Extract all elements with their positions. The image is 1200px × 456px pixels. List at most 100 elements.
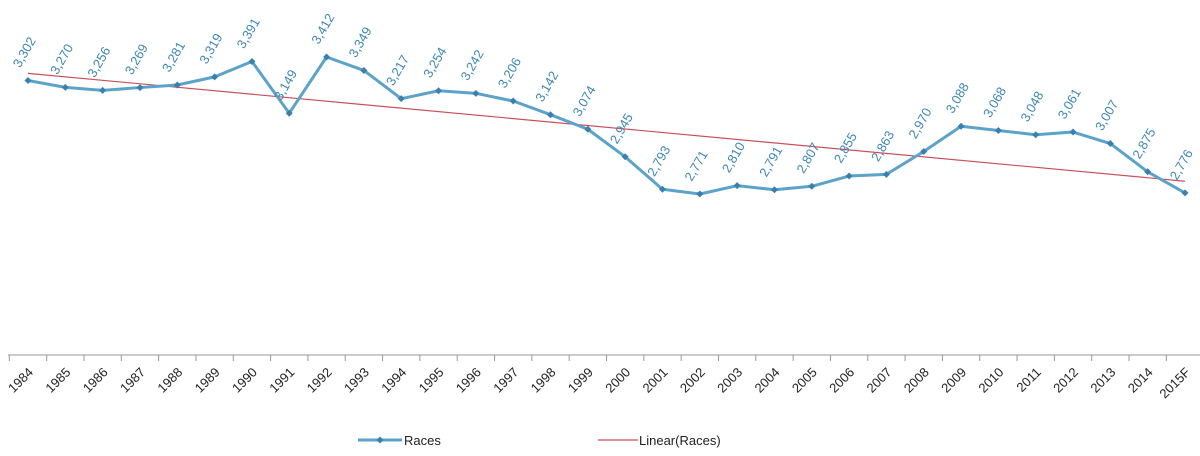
- value-label: 3,142: [532, 69, 561, 105]
- series-line: [27, 55, 1186, 196]
- x-tick-label: 2000: [602, 365, 633, 396]
- data-marker: [1144, 168, 1152, 176]
- value-label: 2,945: [607, 111, 636, 147]
- value-label: 3,088: [943, 80, 972, 116]
- data-marker: [584, 125, 592, 133]
- x-tick-label: 1992: [304, 365, 335, 396]
- x-tick-label: 2011: [1013, 365, 1043, 395]
- data-marker: [733, 182, 741, 190]
- data-marker: [99, 86, 107, 94]
- x-tick-label: 2014: [1125, 365, 1156, 396]
- value-label: 3,270: [47, 41, 76, 77]
- value-label: 3,217: [383, 52, 412, 88]
- value-label: 2,791: [756, 144, 785, 180]
- x-tick-label: 2003: [714, 365, 745, 396]
- data-marker: [397, 95, 405, 103]
- data-marker: [360, 66, 368, 74]
- value-label: 3,061: [1055, 86, 1084, 122]
- x-tick-label: 2006: [826, 365, 857, 396]
- data-marker: [323, 53, 331, 61]
- data-marker: [696, 190, 704, 198]
- data-marker: [285, 109, 293, 117]
- data-marker: [435, 87, 443, 95]
- x-tick-label: 2010: [975, 365, 1006, 396]
- x-tick-label: 1994: [378, 365, 409, 396]
- x-tick-label: 1997: [490, 365, 521, 396]
- data-marker: [61, 83, 69, 91]
- value-label: 3,206: [495, 55, 524, 91]
- x-tick-label: 1985: [42, 365, 73, 396]
- data-marker: [1181, 189, 1189, 197]
- data-marker: [24, 77, 32, 85]
- value-label: 3,242: [457, 47, 486, 83]
- data-marker: [1069, 128, 1077, 136]
- value-label: 2,863: [868, 128, 897, 164]
- data-marker: [957, 122, 965, 130]
- data-marker: [1032, 131, 1040, 139]
- value-label: 3,391: [234, 15, 263, 51]
- data-marker: [509, 97, 517, 105]
- value-label: 3,074: [569, 83, 598, 119]
- value-label: 3,269: [122, 41, 151, 77]
- x-tick-label: 1986: [80, 365, 111, 396]
- data-marker: [882, 170, 890, 178]
- value-label: 2,875: [1129, 126, 1158, 162]
- x-tick-label: 1998: [528, 365, 559, 396]
- value-label: 2,970: [905, 105, 934, 141]
- data-marker: [1106, 140, 1114, 148]
- data-marker: [211, 73, 219, 81]
- legend-label: Linear(Races): [639, 433, 721, 448]
- x-tick-label: 1989: [192, 365, 223, 396]
- x-tick-label: 1996: [453, 365, 484, 396]
- x-tick-label: 1991: [266, 365, 297, 396]
- x-tick-label: 1988: [154, 365, 185, 396]
- x-tick-label: 2009: [938, 365, 969, 396]
- x-tick-label: 2008: [901, 365, 932, 396]
- x-tick-label: 2001: [640, 365, 671, 396]
- data-marker: [136, 84, 144, 92]
- data-marker: [621, 153, 629, 161]
- value-label: 3,302: [10, 34, 39, 70]
- data-marker: [808, 182, 816, 190]
- value-label: 2,771: [681, 148, 710, 184]
- data-marker: [472, 89, 480, 97]
- x-tick-label: 2007: [863, 365, 894, 396]
- legend-label: Races: [404, 433, 441, 448]
- x-tick-label: 1999: [565, 365, 596, 396]
- x-tick-label: 2013: [1087, 365, 1118, 396]
- data-marker: [248, 57, 256, 65]
- value-label: 3,349: [346, 24, 375, 60]
- legend-marker: [376, 436, 384, 444]
- data-marker: [920, 147, 928, 155]
- value-label: 2,793: [644, 143, 673, 179]
- data-marker: [845, 172, 853, 180]
- value-label: 3,068: [980, 84, 1009, 120]
- value-label: 2,776: [1167, 147, 1196, 183]
- x-tick-label: 2012: [1050, 365, 1081, 396]
- data-marker: [547, 111, 555, 119]
- value-label: 3,412: [308, 11, 337, 47]
- data-marker: [173, 81, 181, 89]
- trend-line: [27, 72, 1186, 182]
- x-tick-label: 1984: [5, 365, 36, 396]
- value-label: 3,007: [1092, 97, 1121, 133]
- x-tick-label: 1987: [117, 365, 148, 396]
- data-marker: [994, 127, 1002, 135]
- data-marker: [770, 186, 778, 194]
- data-marker: [658, 185, 666, 193]
- value-label: 3,254: [420, 45, 449, 81]
- value-label: 3,281: [159, 39, 188, 75]
- x-tick-label: 2005: [789, 365, 820, 396]
- x-tick-label: 1990: [229, 365, 260, 396]
- x-tick-label: 2004: [752, 365, 783, 396]
- value-label: 3,048: [1017, 89, 1046, 125]
- value-label: 2,855: [831, 130, 860, 166]
- x-tick-label: 1995: [416, 365, 447, 396]
- x-tick-label: 2002: [677, 365, 708, 396]
- x-tick-label: 2015F: [1156, 364, 1193, 401]
- value-label: 3,256: [84, 44, 113, 80]
- x-tick-label: 1993: [341, 365, 372, 396]
- value-label: 3,149: [271, 67, 300, 103]
- value-label: 2,810: [719, 139, 748, 175]
